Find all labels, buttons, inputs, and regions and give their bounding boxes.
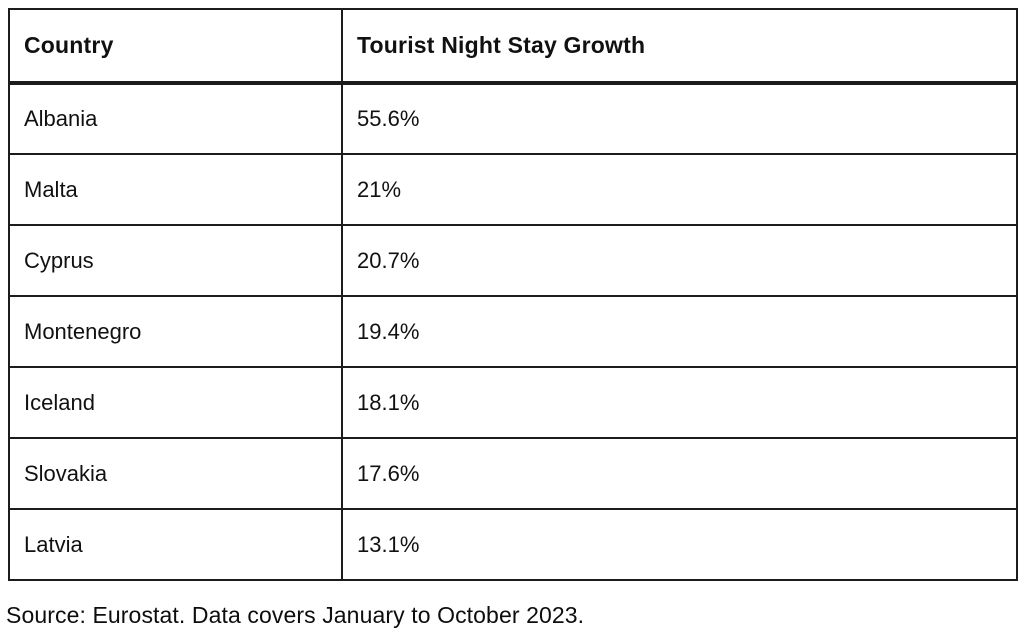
tourist-growth-table: Country Tourist Night Stay Growth Albani… xyxy=(8,8,1018,581)
table-row: Malta 21% xyxy=(8,153,1018,226)
column-header-growth: Tourist Night Stay Growth xyxy=(341,8,1018,85)
column-header-country: Country xyxy=(8,8,343,85)
country-cell: Montenegro xyxy=(8,295,343,368)
table-row: Cyprus 20.7% xyxy=(8,224,1018,297)
tourist-growth-table-container: Country Tourist Night Stay Growth Albani… xyxy=(8,8,1018,581)
source-note: Source: Eurostat. Data covers January to… xyxy=(6,602,585,628)
table-row: Slovakia 17.6% xyxy=(8,437,1018,510)
growth-cell: 21% xyxy=(341,153,1018,226)
growth-cell: 55.6% xyxy=(341,82,1018,155)
country-cell: Albania xyxy=(8,82,343,155)
country-cell: Latvia xyxy=(8,508,343,581)
table-row: Albania 55.6% xyxy=(8,82,1018,155)
growth-cell: 17.6% xyxy=(341,437,1018,510)
country-cell: Slovakia xyxy=(8,437,343,510)
table-row: Latvia 13.1% xyxy=(8,508,1018,581)
growth-cell: 13.1% xyxy=(341,508,1018,581)
country-cell: Malta xyxy=(8,153,343,226)
growth-cell: 18.1% xyxy=(341,366,1018,439)
country-cell: Iceland xyxy=(8,366,343,439)
header-row: Country Tourist Night Stay Growth xyxy=(8,8,1018,85)
table-row: Iceland 18.1% xyxy=(8,366,1018,439)
country-cell: Cyprus xyxy=(8,224,343,297)
growth-cell: 19.4% xyxy=(341,295,1018,368)
table-row: Montenegro 19.4% xyxy=(8,295,1018,368)
growth-cell: 20.7% xyxy=(341,224,1018,297)
